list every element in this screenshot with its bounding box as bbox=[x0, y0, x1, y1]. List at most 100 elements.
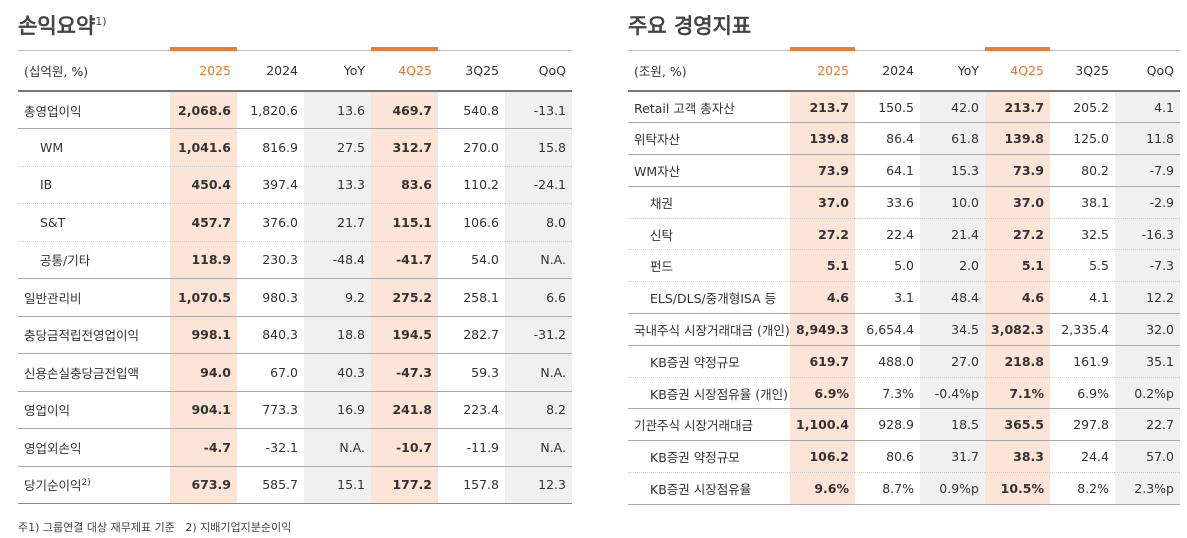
cell: 27.5 bbox=[304, 128, 371, 167]
cell: 4.1 bbox=[1115, 91, 1180, 124]
cell: 488.0 bbox=[855, 345, 920, 378]
cell: 1,100.4 bbox=[790, 408, 855, 442]
cell: 64.1 bbox=[855, 154, 920, 187]
table-row: 펀드 5.1 5.0 2.0 5.1 5.5 -7.3 bbox=[628, 249, 1180, 283]
row-label: 신탁 bbox=[628, 218, 790, 251]
cell: 928.9 bbox=[855, 408, 920, 442]
cell: 9.6% bbox=[790, 472, 855, 505]
column-header: 2025 bbox=[170, 47, 237, 92]
row-label-text: 영업이익 bbox=[24, 403, 71, 419]
cell: 5.0 bbox=[855, 249, 920, 283]
row-label-text: 공통/기타 bbox=[40, 253, 91, 269]
cell: 7.3% bbox=[855, 377, 920, 410]
column-header: 2025 bbox=[790, 47, 855, 92]
cell: N.A. bbox=[505, 428, 572, 467]
cell: 585.7 bbox=[237, 466, 304, 504]
cell: -11.9 bbox=[438, 428, 505, 467]
cell: 7.1% bbox=[985, 377, 1050, 410]
row-label-text: KB증권 시장점유율 bbox=[650, 481, 752, 497]
column-header: 2024 bbox=[237, 50, 304, 92]
row-label: 충당금적립전영업이익 bbox=[18, 316, 170, 354]
row-label: 총영업이익 bbox=[18, 91, 170, 129]
cell: 840.3 bbox=[237, 316, 304, 354]
cell: 21.4 bbox=[920, 218, 985, 251]
cell: 21.7 bbox=[304, 203, 371, 242]
row-label: 공통/기타 bbox=[18, 241, 170, 279]
column-header: 2024 bbox=[855, 50, 920, 92]
row-label-text: KB증권 약정규모 bbox=[650, 450, 740, 466]
row-label: ELS/DLS/중개형ISA 등 bbox=[628, 281, 790, 315]
cell: 0.2%p bbox=[1115, 377, 1180, 410]
row-label: Retail 고객 총자산 bbox=[628, 91, 790, 124]
cell: 619.7 bbox=[790, 345, 855, 378]
table-row: Retail 고객 총자산 213.7 150.5 42.0 213.7 205.2 4.1 bbox=[628, 91, 1180, 124]
row-label-text: S&T bbox=[40, 214, 66, 230]
header-row: (조원, %) 2025 2024 YoY 4Q25 3Q25 QoQ bbox=[628, 47, 1180, 92]
cell: 125.0 bbox=[1050, 122, 1115, 156]
cell: 5.1 bbox=[790, 249, 855, 283]
column-header: 4Q25 bbox=[371, 47, 438, 92]
column-header: YoY bbox=[304, 50, 371, 92]
cell: 2,068.6 bbox=[170, 91, 237, 129]
cell: 6.9% bbox=[1050, 377, 1115, 410]
cell: 230.3 bbox=[237, 241, 304, 279]
cell: 32.0 bbox=[1115, 313, 1180, 346]
row-label-text: ELS/DLS/중개형ISA 등 bbox=[650, 291, 777, 307]
table-row: 신탁 27.2 22.4 21.4 27.2 32.5 -16.3 bbox=[628, 218, 1180, 251]
cell: 22.7 bbox=[1115, 408, 1180, 442]
cell: 150.5 bbox=[855, 91, 920, 124]
table-row: 총영업이익 2,068.6 1,820.6 13.6 469.7 540.8 -13.1 bbox=[18, 91, 572, 129]
title-text: 손익요약 bbox=[18, 14, 96, 38]
cell: 34.5 bbox=[920, 313, 985, 346]
column-header: 3Q25 bbox=[1050, 50, 1115, 92]
summary-table: (십억원, %) 2025 2024 YoY 4Q25 3Q25 QoQ 총영업이익 2,068… bbox=[18, 47, 572, 504]
cell: 48.4 bbox=[920, 281, 985, 315]
cell: 5.5 bbox=[1050, 249, 1115, 283]
cell: 157.8 bbox=[438, 466, 505, 504]
header-row: (십억원, %) 2025 2024 YoY 4Q25 3Q25 QoQ bbox=[18, 47, 572, 92]
cell: 241.8 bbox=[371, 391, 438, 429]
cell: 3.1 bbox=[855, 281, 920, 315]
row-label-text: 펀드 bbox=[650, 259, 674, 275]
cell: 37.0 bbox=[790, 186, 855, 219]
footnote: 주1) 그룹연결 대상 재무제표 기준 2) 지배기업지분순이익 bbox=[18, 521, 292, 534]
table-row: 채권 37.0 33.6 10.0 37.0 38.1 -2.9 bbox=[628, 186, 1180, 219]
cell: 8.0 bbox=[505, 203, 572, 242]
table-row: ELS/DLS/중개형ISA 등 4.6 3.1 48.4 4.6 4.1 12.2 bbox=[628, 281, 1180, 315]
cell: 15.3 bbox=[920, 154, 985, 187]
row-label: 영업외손익 bbox=[18, 428, 170, 467]
cell: 205.2 bbox=[1050, 91, 1115, 124]
cell: N.A. bbox=[304, 428, 371, 467]
cell: 57.0 bbox=[1115, 440, 1180, 474]
cell: -32.1 bbox=[237, 428, 304, 467]
cell: 38.1 bbox=[1050, 186, 1115, 219]
table-row: 당기순이익2) 673.9 585.7 15.1 177.2 157.8 12.3 bbox=[18, 466, 572, 504]
table-row: 위탁자산 139.8 86.4 61.8 139.8 125.0 11.8 bbox=[628, 122, 1180, 156]
cell: -13.1 bbox=[505, 91, 572, 129]
cell: -4.7 bbox=[170, 428, 237, 467]
column-header: YoY bbox=[920, 50, 985, 92]
unit-label: (십억원, %) bbox=[18, 50, 170, 92]
cell: 15.8 bbox=[505, 128, 572, 167]
cell: 8.7% bbox=[855, 472, 920, 505]
column-header: QoQ bbox=[505, 50, 572, 92]
cell: 11.8 bbox=[1115, 122, 1180, 156]
cell: 297.8 bbox=[1050, 408, 1115, 442]
cell: 282.7 bbox=[438, 316, 505, 354]
cell: 0.9%p bbox=[920, 472, 985, 505]
cell: 194.5 bbox=[371, 316, 438, 354]
cell: 223.4 bbox=[438, 391, 505, 429]
cell: 258.1 bbox=[438, 278, 505, 317]
row-label-text: Retail 고객 총자산 bbox=[634, 100, 735, 116]
row-label: 국내주식 시장거래대금 (개인) bbox=[628, 313, 790, 346]
cell: 80.2 bbox=[1050, 154, 1115, 187]
row-label-text: 신탁 bbox=[650, 227, 674, 243]
table-row: 기관주식 시장거래대금 1,100.4 928.9 18.5 365.5 297.8 22.… bbox=[628, 408, 1180, 442]
row-label-text: 국내주식 시장거래대금 (개인) bbox=[634, 322, 790, 338]
column-header: 3Q25 bbox=[438, 50, 505, 92]
cell: 110.2 bbox=[438, 166, 505, 204]
row-label: 기관주식 시장거래대금 bbox=[628, 408, 790, 442]
cell: 773.3 bbox=[237, 391, 304, 429]
title: 주요 경영지표 bbox=[628, 14, 752, 38]
cell: 83.6 bbox=[371, 166, 438, 204]
